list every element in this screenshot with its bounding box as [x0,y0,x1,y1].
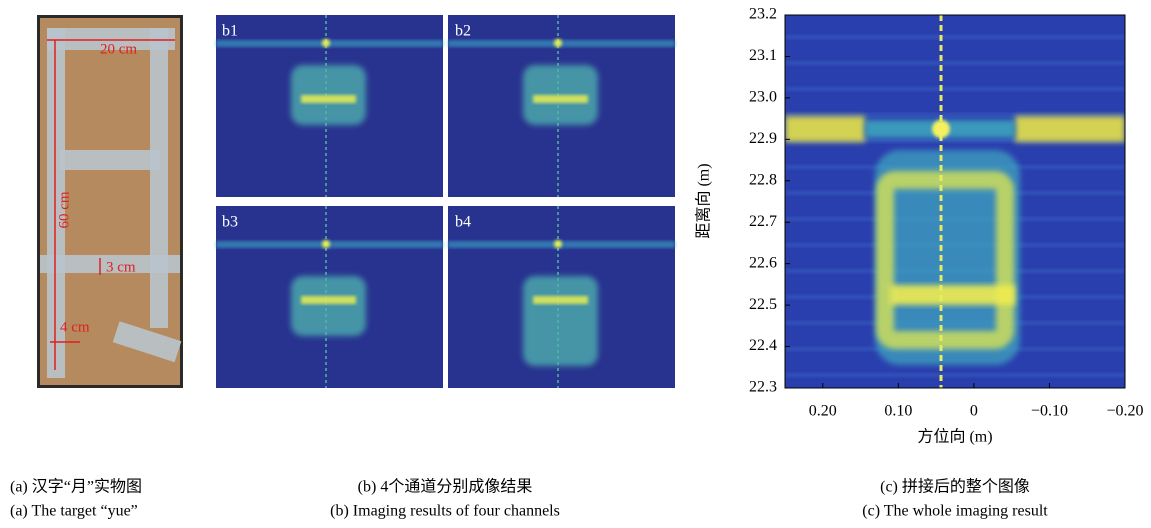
x-tick-label: −0.20 [1106,403,1143,420]
y-tick-label: 22.6 [749,254,777,271]
dimension-label: 3 cm [106,259,136,275]
dimension-label: 20 cm [100,41,137,57]
target-bright [301,95,356,103]
target-ring [876,171,1014,349]
target-blob [291,276,366,336]
y-tick-label: 22.7 [749,213,777,230]
y-axis-label: 距离向 (m) [695,163,713,238]
streak [785,35,1125,39]
streak [785,61,1125,65]
radar-image [448,15,675,197]
x-tick-label: 0.10 [884,403,912,420]
photo [37,15,183,388]
x-tick-label: −0.10 [1031,403,1068,420]
target-bright [533,95,588,103]
band [1015,116,1125,142]
target-bright [533,296,588,304]
y-tick-label: 22.9 [749,130,777,147]
dimension-label: 60 cm [56,191,72,228]
x-tick-label: 0.20 [809,403,837,420]
subpanel-label: b2 [455,23,471,40]
hot-spot [322,39,330,47]
caption: (c) 拼接后的整个图像 [880,478,1030,496]
caption: (a) 汉字“月”实物图 [10,478,142,496]
streak [785,373,1125,377]
radar-image [216,15,443,197]
caption: (b) 4个通道分别成像结果 [358,478,533,496]
hot-spot [932,120,950,138]
band [785,116,865,142]
streak [785,139,1125,143]
hot-spot [322,240,330,248]
radar-image [216,206,443,388]
y-tick-label: 23.0 [749,89,777,106]
streak [785,113,1125,117]
subpanel-label: b3 [222,214,238,231]
caption: (a) The target “yue” [10,503,138,520]
y-tick-label: 22.5 [749,296,777,313]
x-axis-label: 方位向 (m) [917,428,992,446]
hot-spot [554,39,562,47]
y-tick-label: 22.8 [749,171,777,188]
hot-spot [554,240,562,248]
target-bar [890,285,1015,305]
dimension-label: 4 cm [60,319,90,335]
streak [785,87,1125,91]
plot-frame [784,14,1126,389]
subpanel-label: b1 [222,23,238,40]
y-tick-label: 23.2 [749,6,777,23]
target-blob [523,276,598,366]
radar-image [448,206,675,388]
target-bright [301,296,356,304]
caption: (c) The whole imaging result [862,503,1048,520]
subpanel-label: b4 [455,214,471,231]
y-tick-label: 23.1 [749,47,777,64]
target-blob [875,150,1020,365]
caption: (b) Imaging results of four channels [330,503,560,520]
y-tick-label: 22.4 [749,337,777,354]
x-tick-label: 0 [970,403,978,420]
y-tick-label: 22.3 [749,379,777,396]
